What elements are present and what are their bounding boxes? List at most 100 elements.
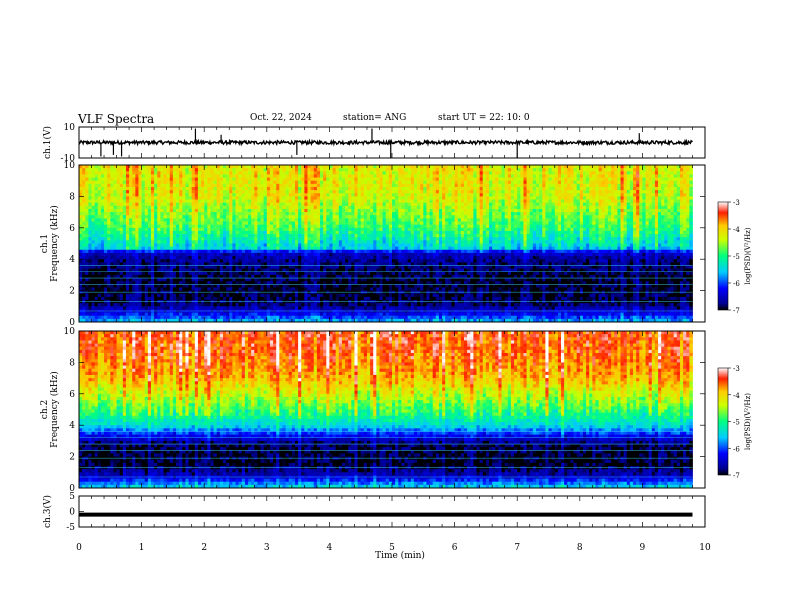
spectrogram-cell	[276, 196, 280, 200]
spectrogram-cell	[226, 221, 230, 226]
spectrogram-cell	[586, 221, 590, 226]
spectrogram-cell	[673, 227, 678, 232]
spectrogram-cell	[633, 196, 637, 200]
spectrogram-cell	[673, 171, 678, 175]
spectrogram-cell	[382, 221, 387, 226]
spectrogram-cell	[163, 193, 168, 197]
spectrogram-cell	[125, 199, 130, 204]
spectrogram-cell	[216, 221, 221, 226]
spectrogram-cell	[341, 190, 346, 194]
spectrogram-cell	[154, 202, 158, 207]
spectrogram-cell	[232, 183, 236, 188]
spectrogram-cell	[251, 221, 255, 226]
spectrogram-cell	[376, 165, 380, 169]
spectrogram-cell	[629, 202, 634, 207]
spectrogram-cell	[366, 234, 371, 238]
spectrogram-cell	[467, 174, 471, 178]
spectrogram-cell	[564, 227, 568, 232]
spectrogram-cell	[561, 183, 565, 188]
spectrogram-cell	[207, 177, 211, 182]
spectrogram-cell	[404, 224, 409, 229]
spectrogram-cell	[382, 205, 387, 210]
spectrogram-cell	[561, 193, 565, 197]
spectrogram-cell	[176, 168, 180, 172]
spectrogram-cell	[85, 168, 89, 172]
spectrogram-cell	[423, 171, 427, 175]
spectrogram-cell	[629, 165, 634, 169]
spectrogram-cell	[323, 234, 327, 238]
spectrogram-cell	[179, 199, 183, 204]
spectrogram-cell	[100, 199, 105, 204]
spectrogram-cell	[279, 193, 283, 197]
spectrogram-cell	[176, 165, 180, 169]
spectrogram-cell	[460, 218, 465, 222]
spectrogram-cell	[197, 240, 202, 244]
spectrogram-cell	[673, 208, 678, 213]
spectrogram-cell	[586, 202, 590, 207]
spectrogram-cell	[232, 208, 236, 213]
spectrogram-cell	[554, 171, 559, 175]
spectrogram-cell	[248, 193, 252, 197]
spectrogram-cell	[614, 215, 618, 219]
spectrogram-cell	[639, 196, 643, 200]
spectrogram-cell	[194, 218, 199, 222]
spectrogram-cell	[429, 180, 434, 185]
spectrogram-cell	[523, 174, 527, 178]
spectrogram-cell	[507, 196, 512, 200]
spectrogram-cell	[129, 202, 133, 207]
spectrogram-cell	[401, 183, 405, 188]
spectrogram-cell	[570, 240, 574, 244]
spectrogram-cell	[398, 234, 402, 238]
spectrogram-cell	[238, 174, 243, 178]
spectrogram-cell	[501, 190, 506, 194]
spectrogram-cell	[147, 196, 152, 200]
spectrogram-cell	[423, 205, 427, 210]
spectrogram-cell	[363, 240, 368, 244]
spectrogram-cell	[266, 218, 271, 222]
spectrogram-cell	[598, 205, 603, 210]
spectrogram-cell	[604, 186, 609, 191]
spectrogram-cell	[470, 218, 474, 222]
spectrogram-cell	[197, 168, 202, 172]
spectrogram-cell	[642, 208, 646, 213]
spectrogram-cell	[248, 240, 252, 244]
spectrogram-cell	[438, 183, 443, 188]
spectrogram-cell	[282, 218, 286, 222]
spectrogram-cell	[507, 174, 512, 178]
spectrogram-cell	[379, 227, 384, 232]
spectrogram-cell	[288, 186, 293, 191]
spectrogram-cell	[561, 227, 565, 232]
spectrogram-cell	[285, 183, 290, 188]
spectrogram-cell	[520, 240, 524, 244]
spectrogram-cell	[91, 168, 96, 172]
spectrogram-cell	[417, 212, 421, 216]
spectrogram-cell	[107, 193, 111, 197]
spectrogram-cell	[338, 234, 343, 238]
spectrogram-cell	[329, 193, 333, 197]
spectrogram-cell	[385, 183, 390, 188]
spectrogram-cell	[595, 237, 599, 241]
spectrogram-cell	[523, 196, 527, 200]
spectrogram-cell	[169, 224, 174, 229]
spectrogram-cell	[213, 186, 218, 191]
spectrogram-cell	[354, 183, 358, 188]
spectrogram-cell	[495, 177, 499, 182]
spectrogram-cell	[263, 190, 268, 194]
spectrogram-cell	[514, 230, 518, 235]
spectrogram-cell	[629, 186, 634, 191]
spectrogram-cell	[257, 240, 261, 244]
spectrogram-cell	[689, 221, 693, 226]
spectrogram-cell	[348, 165, 352, 169]
spectrogram-cell	[467, 186, 471, 191]
spectrogram-cell	[654, 224, 659, 229]
spectrogram-cell	[307, 180, 312, 185]
spectrogram-cell	[282, 221, 286, 226]
spectrogram-cell	[448, 234, 452, 238]
spectrogram-cell	[366, 165, 371, 169]
spectrogram-cell	[539, 212, 543, 216]
spectrogram-cell	[548, 208, 553, 213]
spectrogram-cell	[301, 186, 305, 191]
spectrogram-cell	[107, 186, 111, 191]
spectrogram-cell	[413, 227, 418, 232]
